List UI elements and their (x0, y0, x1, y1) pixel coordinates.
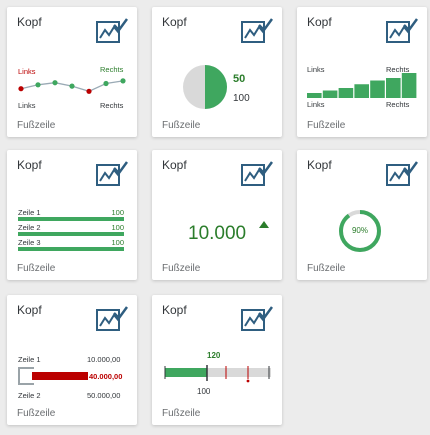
tile-header: Kopf (17, 158, 42, 172)
row-label: Zeile 2 (18, 223, 41, 232)
bottom-right-label: Rechts (100, 101, 124, 110)
chart-icon (241, 18, 273, 43)
radial-chart (339, 210, 381, 252)
row-value: 100 (111, 223, 124, 232)
tile-numeric[interactable]: Kopf 10.000 Fußzeile (152, 150, 282, 280)
column-bar (322, 90, 338, 98)
bullet-actual-bar (165, 368, 207, 377)
top-left-label: Links (18, 67, 36, 76)
bullet-chart (164, 365, 271, 383)
tile-delta[interactable]: Kopf Zeile 1 10.000,00 40.000,00 Zeile 2… (7, 295, 137, 425)
bullet-target: 100 (197, 387, 211, 396)
tile-pie[interactable]: Kopf 50 100 Fußzeile (152, 7, 282, 137)
chart-icon (96, 161, 128, 186)
pie-total: 100 (233, 93, 250, 104)
tile-footer: Fußzeile (162, 120, 201, 131)
column-bar (307, 93, 322, 98)
chart-icon (241, 306, 273, 331)
column-bar (354, 84, 369, 98)
tile-footer: Fußzeile (17, 120, 56, 131)
line-point (18, 86, 24, 92)
line-point (120, 78, 126, 84)
delta-value: 40.000,00 (89, 372, 123, 381)
tile-footer: Fußzeile (17, 263, 56, 274)
row-label: Zeile 1 (18, 208, 41, 217)
tile-footer: Fußzeile (307, 263, 346, 274)
top-right-label: Rechts (386, 65, 410, 74)
chart-icon (96, 306, 128, 331)
row-bar (18, 247, 124, 251)
line-point (103, 80, 109, 87)
tile-footer: Fußzeile (307, 120, 346, 131)
line-point (86, 88, 92, 94)
row1-value: 10.000,00 (87, 355, 121, 364)
row-label: Zeile 3 (18, 238, 41, 247)
bottom-left-label: Links (307, 100, 325, 109)
pie-chart (183, 65, 227, 109)
tile-footer: Fußzeile (17, 408, 56, 419)
tile-header: Kopf (307, 158, 332, 172)
tile-footer: Fußzeile (162, 408, 201, 419)
line-point (35, 82, 41, 88)
row-bar (18, 232, 124, 236)
row-value: 100 (111, 208, 124, 217)
delta-bracket (18, 367, 34, 385)
tile-bullet[interactable]: Kopf 120 100 Fußzeile (152, 295, 282, 425)
tile-header: Kopf (17, 15, 42, 29)
row-value: 100 (111, 238, 124, 247)
tile-header: Kopf (162, 15, 187, 29)
bottom-right-label: Rechts (386, 100, 410, 109)
tile-header: Kopf (307, 15, 332, 29)
pie-slice (205, 65, 227, 109)
top-right-label: Rechts (100, 65, 124, 74)
row1-label: Zeile 1 (18, 355, 41, 364)
tile-footer: Fußzeile (162, 263, 201, 274)
line-point (52, 80, 58, 86)
tile-radial[interactable]: Kopf 90% Fußzeile (297, 150, 427, 280)
top-left-label: Links (307, 65, 325, 74)
line-point (69, 83, 75, 89)
column-chart (307, 73, 417, 98)
chart-icon (96, 18, 128, 43)
tile-column-chart[interactable]: Kopf Links Rechts Links Rechts Fußzeile (297, 7, 427, 137)
column-bar (386, 78, 401, 98)
bullet-actual: 120 (207, 351, 221, 360)
chart-icon (386, 18, 418, 43)
tile-bar-rows[interactable]: Kopf Zeile 1 100 Zeile 2 100 Zeile 3 100… (7, 150, 137, 280)
row2-value: 50.000,00 (87, 391, 121, 400)
numeric-value: 10.000 (188, 223, 247, 244)
tile-header: Kopf (17, 303, 42, 317)
delta-bar (32, 372, 88, 380)
column-bar (370, 80, 385, 98)
radial-percent: 90% (351, 226, 368, 235)
bottom-left-label: Links (18, 101, 36, 110)
tile-header: Kopf (162, 158, 187, 172)
chart-icon (241, 161, 273, 186)
row2-label: Zeile 2 (18, 391, 41, 400)
row-bar (18, 217, 124, 221)
line-chart (18, 78, 126, 94)
chart-icon (386, 161, 418, 186)
tile-header: Kopf (162, 303, 187, 317)
trend-up-icon (259, 221, 269, 228)
radial-arc (339, 210, 381, 252)
column-bar (338, 88, 354, 98)
column-bar (401, 73, 417, 98)
pie-value: 50 (233, 73, 246, 85)
tile-line-chart[interactable]: Kopf Links Rechts Links Rechts Fußzeile (7, 7, 137, 137)
